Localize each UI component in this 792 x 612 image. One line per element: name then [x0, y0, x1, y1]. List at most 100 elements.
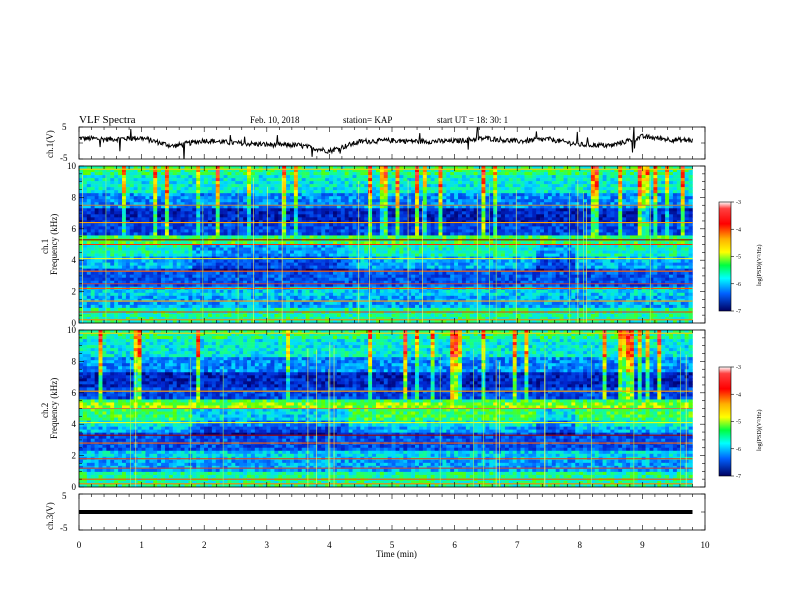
spectrogram-cell [465, 229, 471, 233]
spectrogram-cell [90, 193, 95, 197]
spectrogram-cell [204, 232, 209, 236]
spectrogram-cell [164, 253, 170, 257]
spectrogram-cell [364, 235, 369, 239]
spectrogram-cell [485, 250, 490, 254]
spectrogram-cell [684, 166, 689, 170]
spectrogram-cell [477, 172, 482, 176]
spectrogram-cell [250, 214, 256, 218]
spectrogram-cell [313, 190, 318, 194]
spectrogram-cell [317, 229, 322, 233]
ch1-waveform-ticks [78, 126, 706, 160]
spectrogram-cell [649, 223, 654, 227]
spectrogram-cell [477, 217, 482, 221]
spectrogram-cell [297, 244, 303, 248]
spectrogram-cell [489, 226, 494, 230]
spectrogram-cell [567, 184, 572, 188]
spectrogram-cell [321, 190, 326, 194]
spectrogram-cell [153, 184, 158, 188]
spectrogram-cell [129, 214, 135, 218]
spectrogram-cell [133, 169, 138, 173]
spectrogram-cell [426, 211, 431, 215]
spectrogram-cell [118, 172, 123, 176]
spectrogram-cell [106, 229, 111, 233]
spectrogram-cell [82, 235, 88, 239]
spectrogram-cell [571, 205, 576, 209]
spectrogram-cell [637, 229, 642, 233]
spectrogram-cell [618, 172, 623, 176]
spectrogram-cell [563, 214, 568, 218]
spectrogram-cell [493, 178, 498, 182]
spectrogram-cell [352, 232, 357, 236]
spectrogram-cell [493, 250, 498, 254]
spectrogram-cell [262, 196, 267, 200]
spectrogram-cell [157, 166, 162, 170]
spectrogram-cell [590, 193, 596, 197]
spectrogram-cell [98, 208, 103, 212]
spectrogram-cell [332, 253, 338, 257]
spectrogram-cell [94, 250, 99, 254]
spectrogram-cell [196, 190, 201, 194]
spectrogram-cell [125, 178, 131, 182]
spectrogram-cell [399, 175, 404, 179]
spectrogram-cell [254, 184, 260, 188]
spectrogram-cell [454, 229, 459, 233]
spectrogram-cell [411, 196, 416, 200]
spectrogram-cell [477, 205, 482, 209]
spectrogram-cell [121, 226, 127, 230]
spectrogram-cell [82, 199, 88, 203]
spectrogram-cell [661, 223, 666, 227]
spectrogram-cell [329, 172, 334, 176]
spectrogram-cell [266, 208, 271, 212]
spectrogram-cell [262, 190, 267, 194]
spectrogram-cell [469, 166, 474, 170]
spectrogram-cell [94, 202, 99, 206]
spectrogram-cell [438, 187, 443, 191]
spectrogram-cell [508, 190, 514, 194]
spectrogram-cell [372, 241, 377, 245]
spectrogram-cell [293, 229, 299, 233]
spectrogram-cell [313, 181, 318, 185]
spectrogram-cell [559, 217, 564, 221]
spectrogram-cell [121, 178, 127, 182]
spectrogram-cell [168, 172, 174, 176]
spectrogram-cell [383, 241, 388, 245]
spectrogram-cell [575, 178, 580, 182]
spectrogram-cell [610, 175, 615, 179]
spectrogram-cell [649, 235, 654, 239]
spectrogram-cell [461, 232, 467, 236]
spectrogram-cell [258, 193, 263, 197]
spectrogram-cell [590, 178, 596, 182]
spectrogram-cell [606, 229, 611, 233]
spectrogram-cell [543, 214, 549, 218]
spectrogram-cell [309, 187, 314, 191]
spectrogram-cell [563, 190, 568, 194]
spectrogram-cell [321, 169, 326, 173]
spectrogram-cell [192, 208, 197, 212]
spectrogram-cell [219, 217, 224, 221]
spectrogram-cell [297, 184, 303, 188]
spectrogram-cell [485, 217, 490, 221]
spectrogram-cell [454, 235, 459, 239]
spectrogram-cell [465, 202, 471, 206]
spectrogram-cell [227, 178, 232, 182]
spectrogram-cell [317, 187, 322, 191]
spectrogram-cell [286, 241, 291, 245]
spectrogram-cell [110, 229, 115, 233]
spectrogram-cell [176, 193, 181, 197]
spectrogram-cell [489, 172, 494, 176]
spectrogram-cell [461, 172, 467, 176]
spectrogram-cell [352, 187, 357, 191]
spectrogram-cell [161, 196, 166, 200]
spectrogram-cell [583, 253, 588, 257]
spectrogram-cell [461, 250, 467, 254]
spectrogram-cell [575, 253, 580, 257]
spectrogram-cell [618, 241, 623, 245]
spectrogram-cell [532, 196, 537, 200]
spectrogram-cell [172, 214, 177, 218]
spectrogram-cell [610, 169, 615, 173]
spectrogram-cell [547, 253, 553, 257]
spectrogram-cell [434, 169, 439, 173]
spectrogram-cell [106, 247, 111, 251]
spectrogram-cell [633, 229, 639, 233]
spectrogram-cell [665, 226, 670, 230]
